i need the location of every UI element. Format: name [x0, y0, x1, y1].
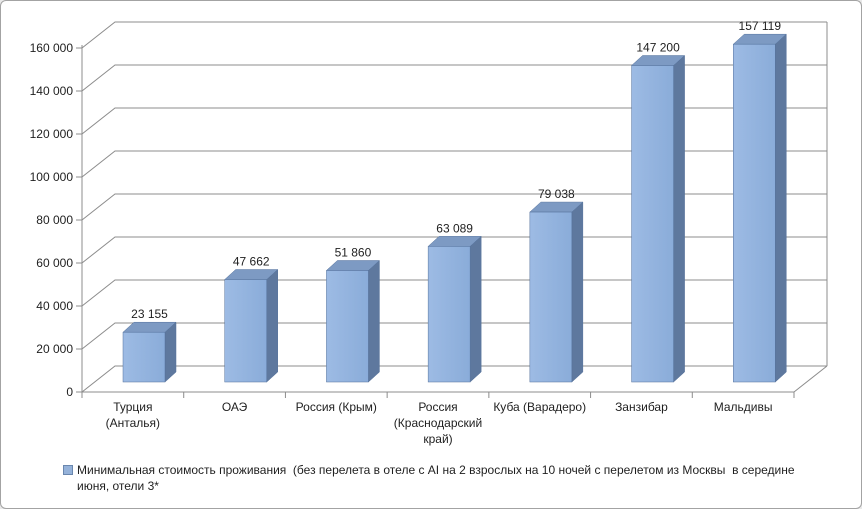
bar-3: [427, 235, 482, 383]
floor-right-edge: [793, 365, 828, 393]
data-label: 63 089: [436, 221, 473, 235]
category-label: край): [423, 432, 452, 446]
bar-front-face: [427, 246, 471, 383]
data-label: 79 038: [538, 187, 575, 201]
data-label: 51 860: [335, 246, 372, 260]
bar-4: [529, 201, 584, 383]
category-label: Занзибар: [615, 400, 668, 414]
y-tick-label: 80 000: [36, 213, 73, 227]
y-tick-label: 20 000: [36, 342, 73, 356]
y-tick-label: 100 000: [30, 170, 74, 184]
category-label: (Краснодарский: [394, 416, 482, 430]
data-label: 147 200: [636, 41, 680, 55]
category-label: Мальдивы: [714, 400, 773, 414]
axes-group: [81, 22, 828, 398]
bar-front-face: [631, 65, 674, 383]
gridline: [81, 64, 827, 92]
category-label: Куба (Варадеро): [493, 400, 586, 414]
gridline: [81, 322, 827, 350]
y-tick-label: 40 000: [36, 299, 73, 313]
bar-2: [325, 259, 381, 383]
bar-side-face: [368, 259, 380, 383]
bar-side-face: [775, 33, 787, 383]
bar-0: [122, 321, 177, 383]
bar-side-face: [571, 201, 584, 383]
bar-5: [630, 54, 686, 383]
bar-1: [224, 268, 279, 383]
category-label: Турция: [113, 400, 152, 414]
gridline: [81, 21, 827, 49]
bar-side-face: [164, 321, 177, 383]
bar-side-face: [266, 268, 278, 383]
gridline: [81, 365, 827, 393]
y-tick-label: 60 000: [36, 256, 73, 270]
legend-marker-swatch: [63, 465, 73, 475]
category-labels-group: Турция (Анталья) ОАЭ Россия (Крым) Россия (Кр…: [106, 400, 773, 446]
bar-front-face: [224, 279, 267, 383]
gridline: [81, 193, 827, 221]
category-label: (Анталья): [106, 416, 160, 430]
gridline: [81, 236, 827, 264]
y-tick-label: 0: [66, 385, 73, 399]
y-tick-label: 120 000: [30, 127, 74, 141]
bar-front-face: [529, 211, 573, 383]
category-label: Россия: [418, 400, 457, 414]
gridlines-group: 0 20 000 40 000 60 000 80 000 100 000 120 000 1…: [30, 21, 827, 399]
y-tick-label: 160 000: [30, 41, 74, 55]
category-label: ОАЭ: [222, 400, 248, 414]
legend: Минимальная стоимость проживания (без пе…: [63, 462, 815, 494]
data-label: 157 119: [739, 19, 782, 33]
category-label: Россия (Крым): [296, 400, 377, 414]
bar-front-face: [122, 331, 166, 383]
bar-front-face: [733, 43, 776, 383]
bar-front-face: [326, 270, 369, 383]
data-label: 47 662: [233, 255, 270, 269]
data-label: 23 155: [131, 307, 168, 321]
bar-6: [732, 33, 787, 383]
y-tick-label: 140 000: [30, 84, 74, 98]
bar-side-face: [673, 54, 685, 383]
gridline: [81, 279, 827, 307]
bars-group: 23 155 47 662 51 860 63 089 79 038 147 200 157…: [122, 19, 787, 383]
gridline: [81, 107, 827, 135]
legend-series-label: Минимальная стоимость проживания (без пе…: [77, 463, 798, 493]
bar-side-face: [469, 235, 482, 383]
gridline: [81, 150, 827, 178]
